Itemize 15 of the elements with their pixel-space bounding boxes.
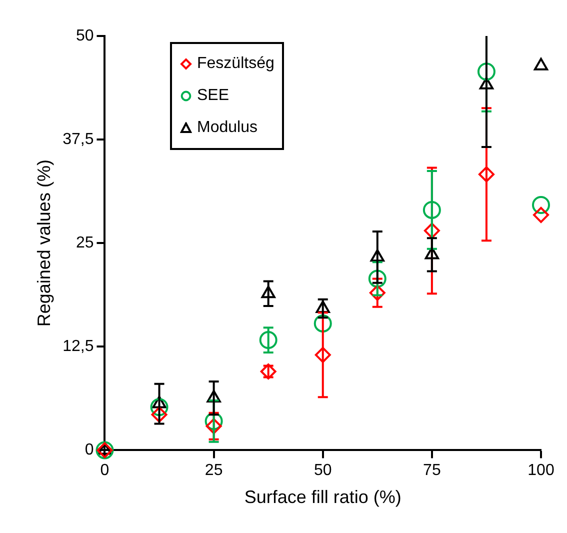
x-tick-label: 100 (528, 462, 554, 480)
x-tick-label: 50 (314, 462, 332, 480)
legend-label: Feszültség (197, 54, 274, 74)
legend-label: SEE (197, 86, 230, 106)
y-tick-label: 37,5 (62, 130, 94, 148)
y-tick-label: 50 (76, 27, 94, 44)
y-tick-label: 25 (76, 234, 94, 252)
x-tick-label: 0 (100, 462, 110, 480)
x-axis-title: Surface fill ratio (%) (244, 487, 402, 508)
legend-label: Modulus (197, 118, 258, 138)
x-tick-label: 25 (204, 462, 223, 480)
y-tick-label: 12,5 (62, 338, 94, 356)
y-axis-title: Regained values (%) (34, 160, 54, 327)
y-tick-label: 0 (84, 442, 94, 459)
x-tick-label: 75 (423, 462, 441, 480)
